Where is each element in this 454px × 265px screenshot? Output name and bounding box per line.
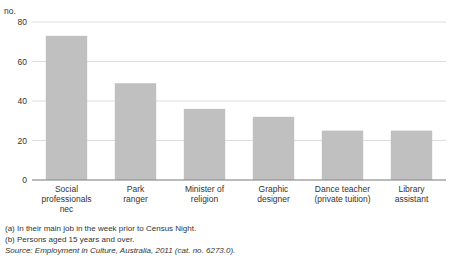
chart-container: 0 20 40 60 80no. Socialprofessionalsnec Parkra…	[0, 0, 454, 265]
grid-line	[32, 180, 446, 181]
grid-line	[32, 22, 446, 23]
x-tick-label: Libraryassistant	[395, 184, 429, 204]
y-tick-label: 0	[22, 175, 27, 185]
y-tick-label: 60	[18, 57, 28, 67]
x-tick-label: Graphicdesigner	[257, 184, 290, 204]
grid-line	[32, 140, 446, 141]
bar	[115, 83, 156, 180]
grid-line	[32, 61, 446, 62]
annotation: (a) In their main job in the week prior …	[5, 224, 196, 233]
annotation: Source: Employment in Culture, Australia…	[5, 246, 235, 255]
bar	[391, 131, 432, 180]
bar	[46, 36, 87, 180]
y-tick-label: 40	[18, 96, 28, 106]
chart: 0 20 40 60 80no. Socialprofessionalsnec Parkra…	[0, 0, 454, 265]
x-tick-label: Dance teacher(private tuition)	[314, 184, 370, 204]
bar	[322, 131, 363, 180]
x-tick-label: Minister ofreligion	[185, 184, 225, 204]
bars	[46, 36, 432, 180]
grid-line	[32, 101, 446, 102]
y-axis-label: no.	[4, 6, 16, 16]
x-tick-label: Socialprofessionalsnec	[41, 184, 91, 214]
x-tick-label: Parkranger	[123, 184, 148, 204]
x-axis-line	[32, 180, 446, 181]
y-tick-label: 80	[18, 17, 28, 27]
y-tick-label: 20	[18, 136, 28, 146]
bar	[184, 109, 225, 180]
annotation: (b) Persons aged 15 years and over.	[5, 235, 134, 244]
bar	[253, 117, 294, 180]
